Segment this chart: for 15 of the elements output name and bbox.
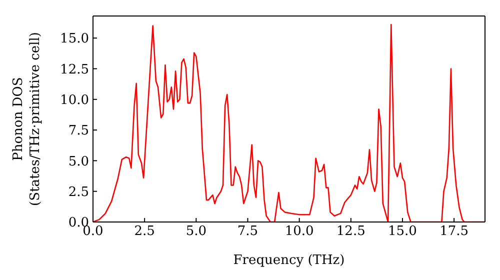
x-tick-label: 17.5 [440,224,469,240]
x-tick-label: 2.5 [134,224,155,240]
y-tick-label: 12.5 [60,62,89,78]
x-tick-label: 10.0 [284,224,314,240]
x-tick-label: 7.5 [237,224,258,240]
y-tick-label: 7.5 [68,124,89,139]
y-axis-title: Phonon DOS (States/THz·primitive cell) [11,32,43,206]
y-tick-label: 10.0 [60,92,89,108]
x-tick-label: 15.0 [388,224,417,240]
x-tick-label: 5.0 [186,224,206,240]
y-tick-label: 15.0 [60,32,89,47]
x-axis-title: Frequency (THz) [233,253,345,268]
x-tick-label: 12.5 [336,224,366,240]
y-tick-label: 2.5 [68,184,89,200]
y-tick-label: 5.0 [68,154,89,170]
